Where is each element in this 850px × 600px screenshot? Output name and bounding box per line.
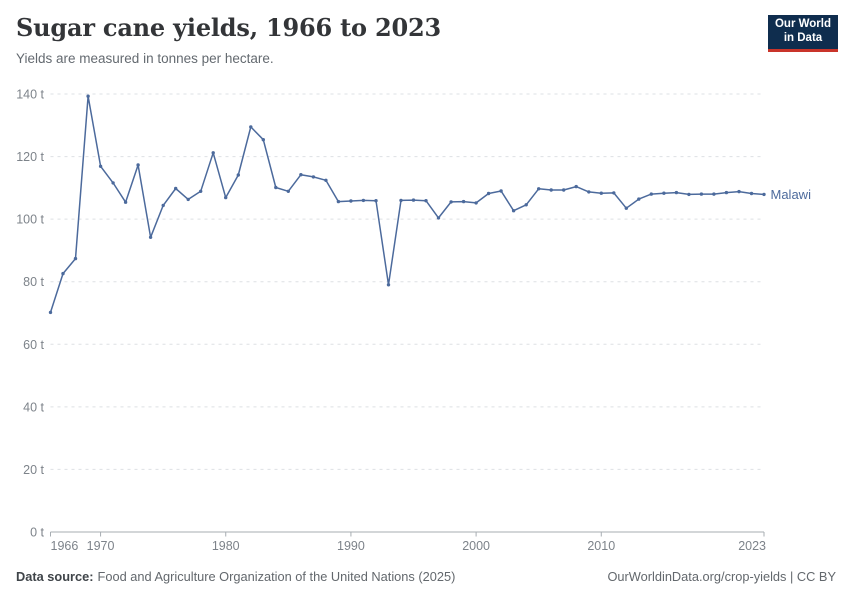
data-point[interactable] xyxy=(624,206,628,210)
data-point[interactable] xyxy=(98,164,103,168)
data-point[interactable] xyxy=(199,189,203,193)
data-point[interactable] xyxy=(637,197,641,201)
data-point[interactable] xyxy=(211,151,215,155)
x-tick-label: 1970 xyxy=(87,539,115,553)
data-point[interactable] xyxy=(374,199,378,203)
data-point[interactable] xyxy=(587,190,591,194)
data-point[interactable] xyxy=(599,191,603,195)
data-point[interactable] xyxy=(511,209,516,213)
data-point[interactable] xyxy=(574,184,578,189)
data-point[interactable] xyxy=(336,199,341,204)
data-point[interactable] xyxy=(649,192,653,196)
data-point[interactable] xyxy=(73,256,78,261)
data-point[interactable] xyxy=(699,192,704,196)
page-title: Sugar cane yields, 1966 to 2023 xyxy=(16,13,442,42)
x-tick-label: 1966 xyxy=(51,539,79,553)
y-tick-label: 20 t xyxy=(23,463,44,477)
y-tick-label: 40 t xyxy=(23,400,44,414)
data-point[interactable] xyxy=(562,188,566,192)
data-point[interactable] xyxy=(461,199,466,204)
data-point[interactable] xyxy=(524,203,528,207)
data-point[interactable] xyxy=(612,191,616,195)
y-tick-label: 100 t xyxy=(16,213,44,227)
data-point[interactable] xyxy=(474,201,478,205)
data-point[interactable] xyxy=(161,203,165,208)
data-point[interactable] xyxy=(361,198,366,203)
data-point[interactable] xyxy=(86,94,90,98)
series-label-malawi[interactable]: Malawi xyxy=(771,187,812,202)
data-point[interactable] xyxy=(136,163,140,167)
data-point[interactable] xyxy=(411,198,416,202)
owid-logo[interactable]: Our World in Data xyxy=(768,15,838,52)
data-point[interactable] xyxy=(174,186,178,191)
data-point[interactable] xyxy=(436,216,441,220)
x-tick-label: 2023 xyxy=(738,539,766,553)
data-point[interactable] xyxy=(274,185,278,190)
data-point[interactable] xyxy=(311,175,316,179)
data-point[interactable] xyxy=(724,190,729,195)
data-point[interactable] xyxy=(61,271,65,276)
data-point[interactable] xyxy=(286,189,290,193)
data-point[interactable] xyxy=(687,192,691,197)
data-point[interactable] xyxy=(449,200,453,204)
data-point[interactable] xyxy=(224,195,228,200)
y-tick-label: 120 t xyxy=(16,150,44,164)
data-point[interactable] xyxy=(486,191,491,196)
data-point[interactable] xyxy=(148,235,153,239)
data-point[interactable] xyxy=(111,181,115,185)
data-point[interactable] xyxy=(712,192,716,196)
data-point[interactable] xyxy=(749,191,754,196)
x-tick-label: 1990 xyxy=(337,539,365,553)
attribution-link[interactable]: OurWorldinData.org/crop-yields | CC BY xyxy=(607,569,836,584)
data-point[interactable] xyxy=(537,187,541,191)
line-series-malawi[interactable] xyxy=(49,95,765,313)
data-point[interactable] xyxy=(424,199,428,203)
data-point[interactable] xyxy=(349,199,353,203)
data-source-note: Data source: Food and Agriculture Organiz… xyxy=(16,569,455,584)
chart-subtitle: Yields are measured in tonnes per hectar… xyxy=(16,51,274,66)
y-tick-label: 140 t xyxy=(16,88,44,102)
data-point[interactable] xyxy=(549,188,553,192)
x-tick-label: 1980 xyxy=(212,539,240,553)
data-point[interactable] xyxy=(662,191,666,195)
data-point[interactable] xyxy=(249,125,253,129)
data-point[interactable] xyxy=(737,189,741,194)
data-point[interactable] xyxy=(48,310,53,315)
data-point[interactable] xyxy=(674,190,679,195)
data-point[interactable] xyxy=(299,173,303,177)
data-point[interactable] xyxy=(499,189,503,193)
data-source-text: Food and Agriculture Organization of the… xyxy=(97,569,456,584)
data-point[interactable] xyxy=(399,198,403,203)
data-point[interactable] xyxy=(762,192,766,197)
owid-logo-line2: in Data xyxy=(783,31,823,44)
data-point[interactable] xyxy=(186,197,190,202)
owid-logo-line1: Our World xyxy=(774,18,831,30)
y-tick-label: 0 t xyxy=(30,526,44,540)
data-point[interactable] xyxy=(261,138,265,142)
x-tick-label: 2000 xyxy=(462,539,490,553)
y-tick-label: 80 t xyxy=(23,275,44,289)
x-tick-label: 2010 xyxy=(587,539,615,553)
data-point[interactable] xyxy=(386,283,391,287)
data-source-label: Data source: xyxy=(16,569,94,584)
data-point[interactable] xyxy=(123,200,128,204)
y-tick-label: 60 t xyxy=(23,338,44,352)
data-point[interactable] xyxy=(236,173,240,177)
data-point[interactable] xyxy=(324,178,328,182)
